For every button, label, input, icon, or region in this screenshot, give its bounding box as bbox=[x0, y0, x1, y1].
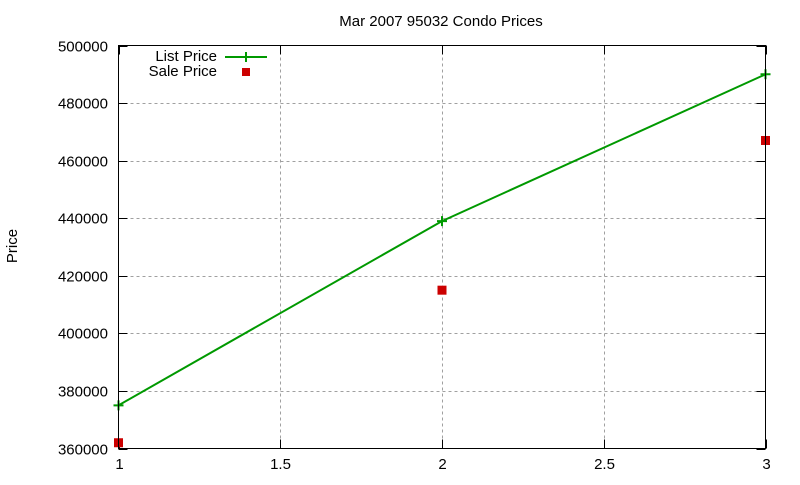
legend-square-marker bbox=[242, 68, 250, 76]
y-tick-label: 420000 bbox=[58, 269, 108, 286]
y-axis-ticks: 360000 380000 400000 420000 440000 460000 4800… bbox=[58, 39, 766, 459]
y-tick-label: 440000 bbox=[58, 211, 108, 228]
y-tick-label: 400000 bbox=[58, 326, 108, 343]
x-tick-label: 2.5 bbox=[594, 456, 615, 473]
y-tick-label: 480000 bbox=[58, 96, 108, 113]
grid-lines bbox=[118, 45, 766, 449]
y-tick-label: 460000 bbox=[58, 154, 108, 171]
x-tick-label: 1 bbox=[115, 456, 123, 473]
legend-plus-marker bbox=[241, 52, 251, 62]
x-tick-label: 3 bbox=[762, 456, 770, 473]
x-axis-ticks: 1 1.5 2 2.5 3 bbox=[115, 45, 771, 473]
y-axis-label: Price bbox=[4, 229, 21, 263]
legend-label: List Price bbox=[155, 48, 217, 65]
plus-marker bbox=[437, 216, 447, 227]
y-tick-label: 380000 bbox=[58, 384, 108, 401]
legend-label: Sale Price bbox=[149, 63, 217, 80]
square-marker bbox=[437, 285, 447, 295]
plot-frame bbox=[118, 45, 766, 449]
x-tick-label: 2 bbox=[438, 456, 446, 473]
y-tick-label: 360000 bbox=[58, 442, 108, 459]
chart-title: Mar 2007 95032 Condo Prices bbox=[339, 13, 542, 30]
x-tick-label: 1.5 bbox=[270, 456, 291, 473]
y-tick-label: 500000 bbox=[58, 39, 108, 56]
